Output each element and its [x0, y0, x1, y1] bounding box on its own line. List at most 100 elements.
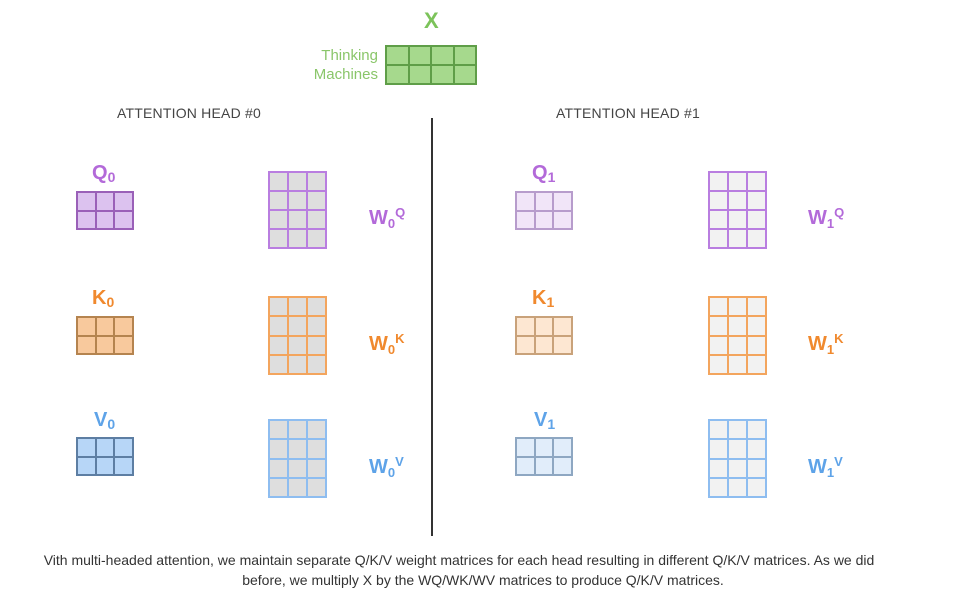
matrix-cell: [431, 65, 454, 84]
matrix-cell: [709, 439, 728, 459]
matrix-cell: [307, 335, 326, 355]
w1v-weight-matrix: [708, 419, 767, 498]
matrix-cell: [307, 297, 326, 317]
matrix-cell: [553, 192, 572, 211]
matrix-cell: [288, 229, 307, 248]
matrix-cell: [269, 439, 288, 459]
matrix-cell: [747, 439, 766, 459]
matrix-cell: [269, 172, 288, 191]
input-row-label-thinking: Thinking: [321, 47, 378, 64]
matrix-cell: [95, 456, 115, 475]
matrix-cell: [709, 229, 728, 248]
matrix-cell: [114, 192, 133, 211]
w0k-weight-matrix: [268, 296, 327, 375]
input-x-label: X: [424, 8, 439, 33]
matrix-cell: [95, 317, 115, 336]
matrix-cell: [288, 316, 307, 336]
matrix-cell: [77, 317, 96, 336]
matrix-cell: [386, 65, 409, 84]
v0-label: V0: [94, 409, 116, 432]
matrix-cell: [709, 172, 728, 191]
matrix-cell: [553, 438, 572, 457]
matrix-cell: [728, 354, 747, 374]
matrix-cell: [534, 192, 554, 211]
matrix-cell: [95, 438, 115, 457]
matrix-cell: [307, 316, 326, 336]
matrix-cell: [307, 191, 326, 210]
matrix-cell: [453, 65, 476, 84]
w1q-label: W1Q: [808, 205, 845, 231]
matrix-cell: [307, 210, 326, 229]
matrix-cell: [709, 477, 728, 497]
matrix-cell: [269, 297, 288, 317]
matrix-cell: [728, 210, 747, 229]
matrix-cell: [95, 210, 115, 229]
v0-matrix: [76, 437, 134, 476]
matrix-cell: [728, 316, 747, 336]
matrix-cell: [77, 192, 96, 211]
v1-label: V1: [534, 409, 556, 432]
matrix-cell: [307, 458, 326, 478]
input-row-label-machines: Machines: [313, 66, 378, 83]
matrix-cell: [288, 439, 307, 459]
matrix-cell: [747, 477, 766, 497]
caption-line-1: Vith multi-headed attention, we maintain…: [43, 552, 875, 568]
matrix-cell: [386, 46, 409, 65]
matrix-cell: [516, 456, 535, 475]
k1-label: K1: [532, 287, 555, 310]
k0-label: K0: [92, 287, 115, 310]
w0q-weight-matrix: [268, 171, 327, 249]
matrix-cell: [534, 456, 554, 475]
matrix-cell: [288, 420, 307, 440]
w1k-label: W1K: [808, 331, 844, 357]
matrix-cell: [553, 335, 572, 354]
matrix-cell: [77, 456, 96, 475]
matrix-cell: [709, 210, 728, 229]
matrix-cell: [747, 354, 766, 374]
matrix-cell: [288, 297, 307, 317]
matrix-cell: [453, 46, 476, 65]
matrix-cell: [288, 210, 307, 229]
matrix-cell: [728, 477, 747, 497]
head-1-title: ATTENTION HEAD #1: [556, 105, 700, 121]
matrix-cell: [95, 192, 115, 211]
matrix-cell: [709, 316, 728, 336]
matrix-cell: [728, 172, 747, 191]
matrix-cell: [269, 354, 288, 374]
matrix-cell: [288, 354, 307, 374]
q1-label: Q1: [532, 162, 556, 185]
matrix-cell: [114, 335, 133, 354]
matrix-cell: [747, 191, 766, 210]
k1-matrix: [515, 316, 573, 355]
k0-matrix: [76, 316, 134, 355]
matrix-cell: [534, 210, 554, 229]
matrix-cell: [95, 335, 115, 354]
matrix-cell: [408, 46, 431, 65]
matrix-cell: [534, 317, 554, 336]
matrix-cell: [747, 297, 766, 317]
matrix-cell: [709, 420, 728, 440]
matrix-cell: [728, 420, 747, 440]
matrix-cell: [307, 477, 326, 497]
matrix-cell: [307, 354, 326, 374]
input-x-matrix: [385, 45, 477, 85]
matrix-cell: [408, 65, 431, 84]
matrix-cell: [709, 335, 728, 355]
matrix-cell: [728, 191, 747, 210]
matrix-cell: [77, 438, 96, 457]
head-0-title: ATTENTION HEAD #0: [117, 105, 261, 121]
matrix-cell: [728, 439, 747, 459]
matrix-cell: [288, 335, 307, 355]
matrix-cell: [534, 438, 554, 457]
matrix-cell: [709, 191, 728, 210]
matrix-cell: [288, 458, 307, 478]
matrix-cell: [747, 420, 766, 440]
matrix-cell: [307, 439, 326, 459]
w1q-weight-matrix: [708, 171, 767, 249]
matrix-cell: [516, 192, 535, 211]
matrix-cell: [516, 438, 535, 457]
matrix-cell: [728, 335, 747, 355]
matrix-cell: [77, 210, 96, 229]
matrix-cell: [269, 316, 288, 336]
matrix-cell: [553, 317, 572, 336]
